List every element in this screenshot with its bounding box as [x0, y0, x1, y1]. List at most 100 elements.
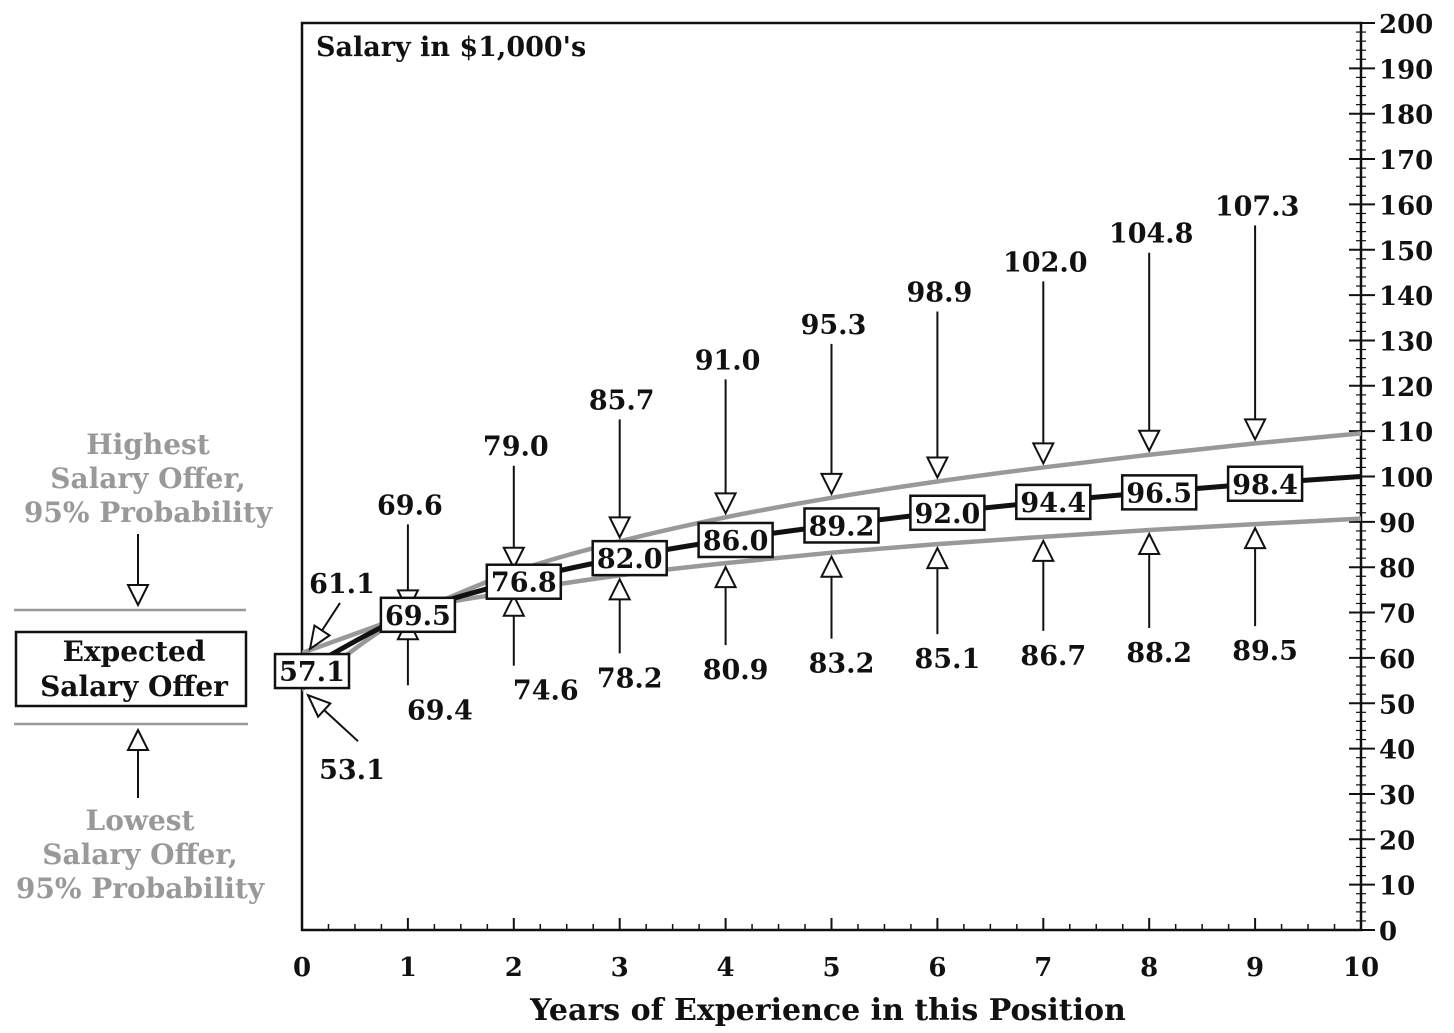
legend-expected-box	[14, 630, 248, 708]
expected-value-label: 82.0	[597, 544, 663, 575]
y-tick-label: 110	[1379, 418, 1433, 448]
x-tick-label: 2	[505, 953, 523, 983]
y-tick-label: 180	[1379, 101, 1433, 131]
low-arrow-shaft	[323, 709, 359, 742]
expected-value-label: 98.4	[1232, 470, 1298, 501]
legend-low-line-3: 95% Probability	[16, 872, 265, 905]
low-value-label: 88.2	[1126, 638, 1192, 669]
series-line-low	[302, 516, 1361, 692]
y-tick-label: 170	[1379, 146, 1433, 176]
expected-value-box	[803, 507, 880, 544]
expected-value-box	[1015, 483, 1092, 521]
x-tick-label: 8	[1140, 953, 1158, 983]
low-arrow-head	[306, 693, 333, 719]
high-value-label: 102.0	[1003, 247, 1088, 278]
legend-expected-line-1: Expected	[63, 635, 206, 668]
low-value-label: 74.6	[513, 676, 579, 707]
expected-value-box	[909, 494, 986, 532]
expected-value-box	[697, 521, 774, 559]
y-tick-label: 200	[1379, 10, 1433, 40]
high-value-label: 79.0	[483, 432, 549, 463]
low-arrow-head	[819, 554, 844, 578]
y-tick-label: 70	[1379, 600, 1415, 630]
expected-value-label: 76.8	[491, 568, 557, 599]
series-line-high	[302, 431, 1361, 656]
expected-value-label: 94.4	[1020, 488, 1086, 519]
y-tick-label: 160	[1379, 191, 1433, 221]
legend-expected-line-2: Salary Offer	[40, 670, 229, 703]
high-arrow-head	[1243, 418, 1267, 442]
legend-high-line-3: 95% Probability	[24, 496, 273, 529]
x-tick-label: 3	[611, 953, 629, 983]
low-value-label: 78.2	[597, 663, 663, 694]
chart-title: Salary in $1,000's	[316, 32, 586, 63]
low-value-label: 53.1	[319, 755, 385, 786]
high-arrow-head	[1137, 429, 1161, 453]
expected-value-box	[485, 563, 563, 600]
y-tick-label: 150	[1379, 237, 1433, 267]
low-arrow-head	[1137, 531, 1161, 556]
expected-value-label: 89.2	[809, 511, 875, 542]
low-value-label: 89.5	[1232, 636, 1298, 667]
high-arrow-head	[713, 492, 738, 516]
x-tick-label: 7	[1034, 953, 1052, 983]
legend-low-line-1: Lowest	[86, 804, 195, 837]
x-tick-label: 10	[1343, 953, 1379, 983]
low-value-label: 83.2	[809, 649, 875, 680]
x-tick-label: 1	[399, 953, 417, 983]
y-axis-ticks: 0 10 20 30 40 50 60 70 80 90 100 110 120 130 140 150 160…	[1349, 10, 1433, 947]
legend-high-line-1: Highest	[86, 428, 210, 461]
expected-value-box	[379, 596, 457, 634]
expected-value-box	[1120, 474, 1198, 511]
low-value-label: 86.7	[1020, 641, 1086, 672]
low-arrow-head	[925, 545, 950, 570]
high-value-label: 107.3	[1215, 191, 1300, 222]
low-value-label: 69.4	[407, 695, 473, 726]
y-tick-label: 20	[1379, 826, 1415, 856]
expected-value-box	[1226, 465, 1304, 503]
legend-low-arrow-icon	[126, 727, 150, 798]
x-tick-label: 5	[822, 953, 840, 983]
high-value-label: 95.3	[801, 310, 867, 341]
y-tick-label: 10	[1379, 872, 1415, 902]
high-arrow-head	[925, 456, 950, 480]
high-value-label: 61.1	[309, 569, 375, 600]
y-tick-label: 40	[1379, 736, 1415, 766]
high-value-label: 85.7	[589, 385, 655, 416]
x-axis-label: Years of Experience in this Position	[529, 993, 1126, 1028]
high-value-label: 91.0	[695, 345, 761, 376]
legend-low-line-2: Salary Offer,	[42, 838, 238, 871]
low-arrow-head	[608, 577, 632, 601]
y-tick-label: 80	[1379, 554, 1415, 584]
legend: Highest Salary Offer, 95% Probability Ex…	[14, 428, 273, 905]
high-value-label: 98.9	[907, 277, 973, 308]
y-tick-label: 30	[1379, 781, 1415, 811]
y-tick-label: 130	[1379, 327, 1433, 357]
low-value-label: 80.9	[703, 655, 769, 686]
y-tick-label: 100	[1379, 464, 1433, 494]
y-tick-label: 140	[1379, 282, 1433, 312]
low-arrow-head	[713, 564, 738, 589]
high-arrow-head	[308, 623, 332, 652]
legend-high-arrow-icon	[126, 534, 150, 608]
expected-value-box	[591, 539, 668, 577]
high-arrow-head	[608, 516, 632, 540]
y-tick-label: 50	[1379, 690, 1415, 720]
expected-value-label: 86.0	[703, 526, 769, 557]
low-value-label: 85.1	[915, 644, 981, 675]
y-tick-label: 90	[1379, 509, 1415, 539]
high-arrow-head	[819, 472, 844, 497]
y-tick-label: 120	[1379, 373, 1433, 403]
y-tick-label: 190	[1379, 55, 1433, 85]
expected-value-label: 69.5	[385, 601, 451, 632]
expected-value-label: 96.5	[1126, 478, 1192, 509]
low-arrow-head	[1243, 525, 1267, 550]
point-labels: 61.1 53.1 57.1 69.6 69.4 69.5 79.0 74.6 76.8 85.7…	[273, 191, 1304, 786]
y-tick-label: 60	[1379, 645, 1415, 675]
high-arrow-head	[1031, 442, 1055, 466]
high-value-label: 69.6	[377, 490, 443, 521]
expected-value-label: 92.0	[915, 499, 981, 530]
x-axis-ticks: 0 1 2 3 4 5 6 7 8 9 10	[293, 918, 1379, 983]
x-tick-label: 0	[293, 953, 311, 983]
